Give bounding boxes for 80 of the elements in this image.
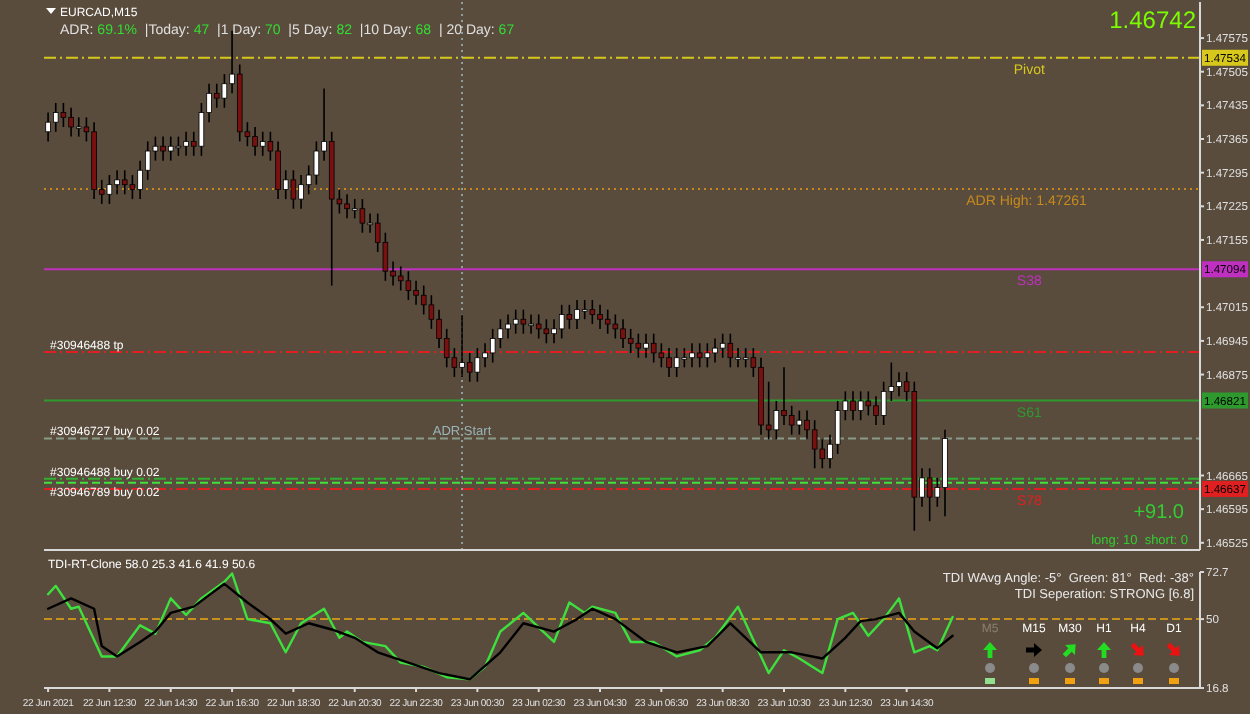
candlestick (796, 409, 803, 436)
candlestick (896, 371, 902, 397)
candlestick (574, 299, 580, 330)
candlestick (704, 342, 711, 369)
candlestick (359, 198, 366, 234)
candlestick (612, 313, 619, 340)
candlestick (811, 419, 818, 470)
candlestick (581, 299, 588, 321)
candlestick (689, 342, 695, 369)
candlestick (696, 342, 703, 369)
candlestick (252, 126, 258, 157)
annotation: 1.46742 (1109, 6, 1197, 34)
candlestick (413, 280, 419, 306)
candlestick (405, 270, 412, 301)
candlestick (834, 400, 841, 455)
candlestick (873, 395, 879, 426)
candlestick (620, 318, 626, 349)
candlestick (213, 82, 220, 109)
candlestick (535, 313, 542, 340)
candlestick (259, 130, 266, 157)
candlestick (865, 390, 872, 417)
candlestick (52, 102, 59, 133)
candlestick (528, 313, 534, 335)
candlestick (68, 106, 74, 138)
candlestick (727, 332, 734, 369)
candlestick (666, 347, 672, 378)
candlestick (773, 400, 780, 441)
candlestick (160, 135, 166, 162)
candlestick (566, 304, 573, 330)
candlestick (643, 332, 649, 359)
candlestick (505, 313, 511, 340)
candlestick (543, 318, 550, 345)
candlestick (719, 332, 726, 359)
candlestick (474, 347, 481, 383)
candlestick (397, 265, 404, 292)
candlestick (420, 284, 427, 316)
candlestick (681, 347, 688, 369)
candlestick (106, 174, 113, 205)
candlestick (735, 347, 741, 369)
candlestick (650, 332, 657, 364)
candlestick (183, 130, 189, 157)
candlestick (512, 308, 519, 335)
candlestick (121, 169, 128, 196)
candlestick (604, 308, 611, 335)
candlestick (673, 347, 680, 378)
candlestick (857, 390, 864, 422)
candlestick (658, 342, 665, 369)
candlestick (880, 380, 887, 426)
candlestick (221, 73, 228, 109)
candlestick (60, 102, 67, 128)
candlestick (635, 332, 642, 359)
candlestick (788, 404, 795, 436)
candlestick (482, 342, 488, 369)
candlestick (167, 135, 174, 162)
candlestick (351, 198, 358, 220)
candlestick (742, 347, 749, 369)
candlestick (75, 116, 82, 138)
candlestick (114, 169, 120, 196)
candlestick (466, 352, 473, 383)
candlestick (298, 174, 304, 210)
candlestick (926, 467, 933, 522)
candlestick (627, 328, 634, 354)
candlestick (712, 337, 718, 364)
candlestick (551, 318, 557, 345)
candlestick (129, 174, 136, 200)
candlestick (589, 299, 596, 325)
candlestick (290, 169, 297, 210)
candlestick (313, 140, 320, 186)
candlestick (45, 111, 51, 143)
candlestick (459, 313, 465, 378)
candlestick (275, 140, 281, 200)
annotation: +91.0 (1133, 502, 1185, 524)
candlestick (597, 304, 603, 330)
candlestick (781, 366, 787, 426)
candlestick (558, 304, 565, 340)
candlestick (344, 193, 350, 220)
candlestick (175, 135, 182, 157)
candlestick (850, 390, 856, 422)
candlestick (520, 308, 527, 335)
candlestick (489, 328, 496, 364)
